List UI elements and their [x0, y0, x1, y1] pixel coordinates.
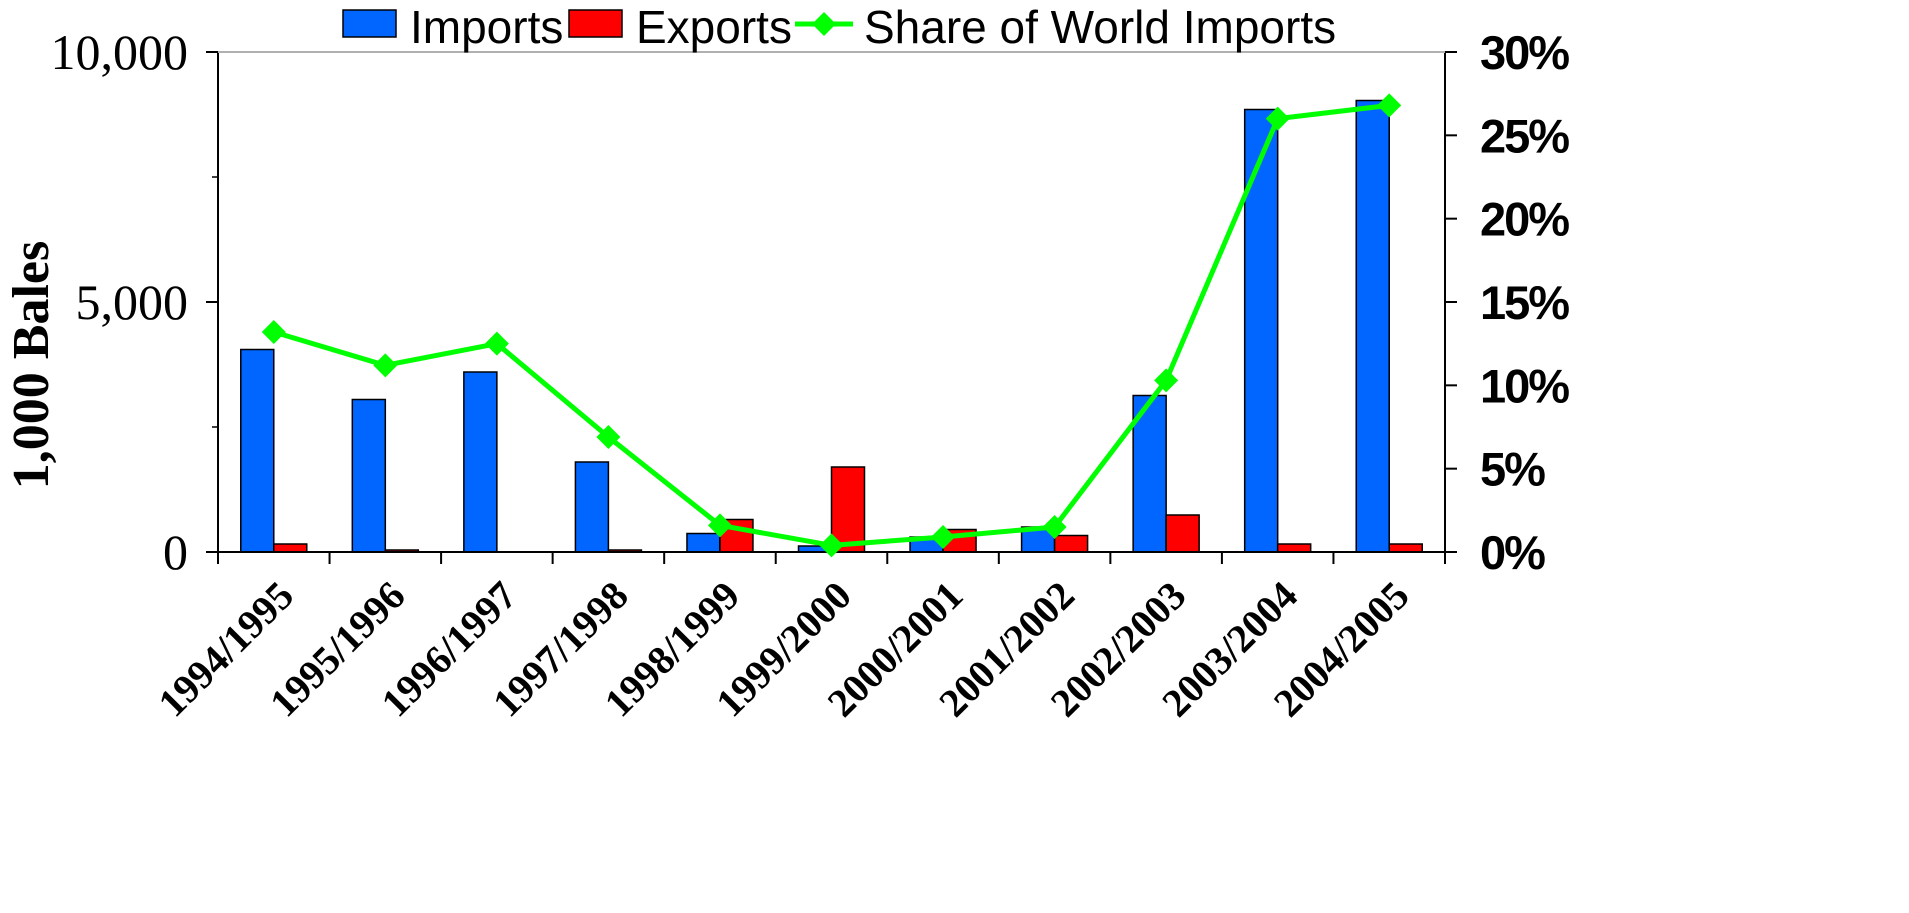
right-tick-label: 30% [1480, 26, 1569, 79]
share-marker [1154, 368, 1179, 393]
share-marker [484, 331, 509, 356]
import-bar [686, 532, 721, 553]
share-marker [707, 513, 732, 538]
share-marker [261, 320, 286, 344]
share-marker [1377, 93, 1402, 118]
import-bar [240, 348, 275, 553]
import-bar [463, 371, 498, 553]
axes-layer: 05,00010,0000%5%10%15%20%25%30%1994/1995… [51, 24, 1572, 725]
share-marker [596, 425, 621, 449]
legend-imports-swatch [342, 9, 397, 38]
right-tick-label: 25% [1480, 109, 1569, 162]
import-bar [1132, 394, 1167, 553]
left-tick-label: 0 [163, 524, 188, 580]
export-bar [1388, 543, 1423, 553]
share-line-layer [261, 93, 1402, 558]
share-marker [931, 525, 956, 549]
export-bar [1165, 514, 1200, 553]
right-tick-label: 20% [1480, 193, 1569, 246]
y-axis-title: 1,000 Bales [3, 241, 60, 489]
legend-imports-label: Imports [410, 1, 563, 53]
import-bar [351, 398, 387, 553]
legend-exports-label: Exports [636, 1, 792, 53]
import-bar [1355, 99, 1390, 553]
export-bar [1276, 543, 1312, 553]
legend-exports-swatch [568, 9, 623, 38]
share-marker [819, 533, 844, 558]
export-bar [273, 543, 308, 553]
legend: Imports Exports Share of World Imports [332, 0, 1336, 53]
share-marker [1042, 515, 1067, 539]
legend-share-marker [812, 12, 836, 36]
right-tick-label: 5% [1480, 443, 1545, 496]
left-tick-label: 10,000 [51, 24, 189, 80]
import-bar [1243, 108, 1279, 553]
share-marker [1265, 106, 1290, 131]
bars-layer [240, 99, 1423, 553]
export-bar [1053, 534, 1089, 553]
left-tick-label: 5,000 [76, 274, 189, 330]
right-tick-label: 0% [1480, 526, 1545, 579]
right-tick-label: 15% [1480, 276, 1569, 329]
legend-share-label: Share of World Imports [864, 1, 1336, 53]
right-tick-label: 10% [1480, 359, 1569, 412]
import-bar [574, 461, 610, 553]
share-marker [373, 353, 398, 378]
